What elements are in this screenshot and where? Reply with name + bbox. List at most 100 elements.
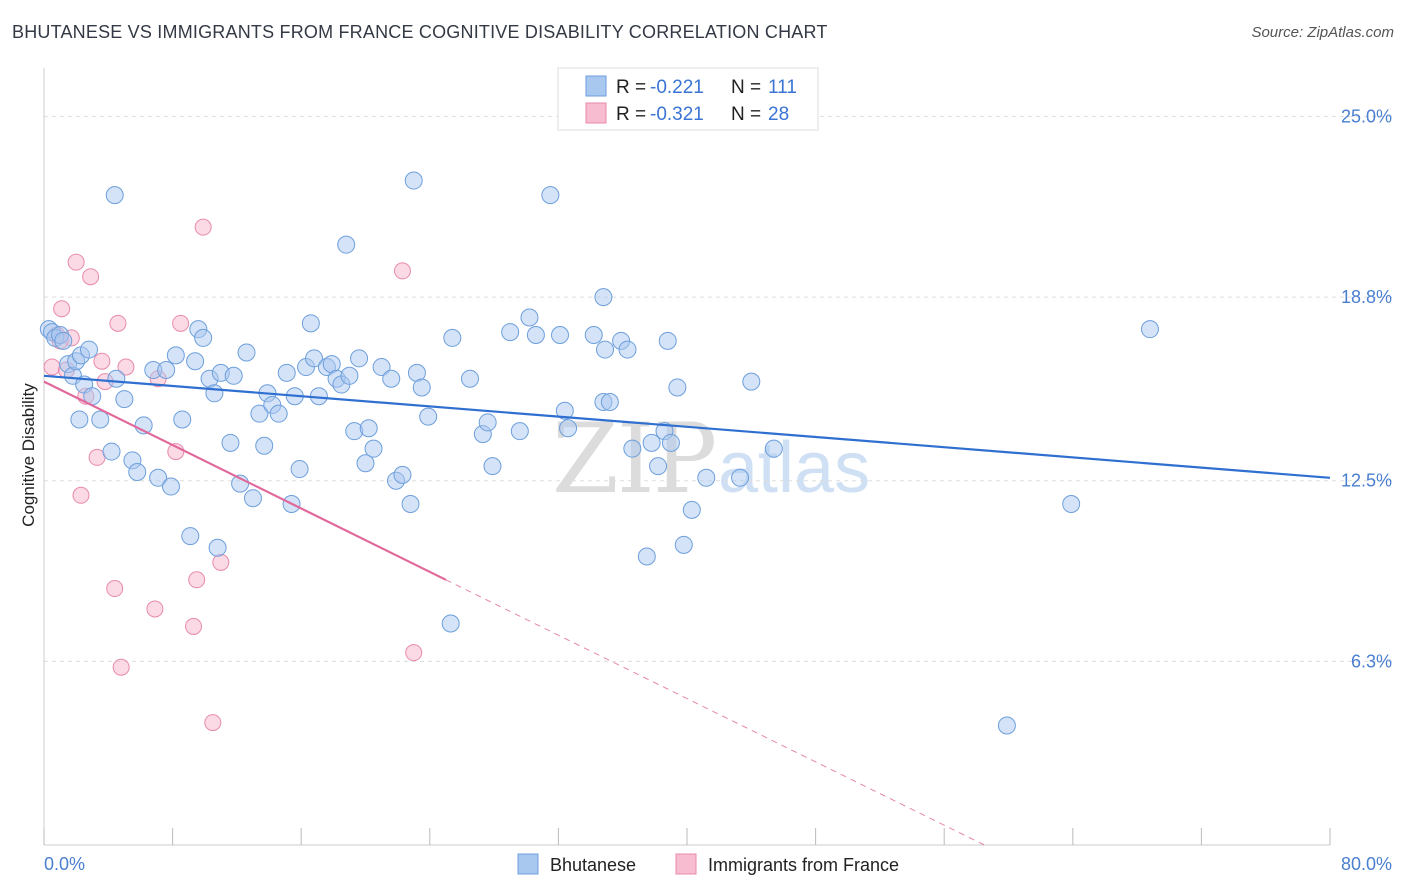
data-point-bhutanese [501, 323, 520, 342]
data-point-bhutanese [181, 527, 200, 546]
data-point-bhutanese [269, 404, 288, 423]
data-point-bhutanese [54, 331, 73, 350]
data-point-bhutanese [764, 439, 783, 458]
data-point-bhutanese [70, 410, 89, 429]
data-point-immigrants-from-france [93, 352, 111, 370]
data-point-bhutanese [596, 340, 615, 359]
data-point-bhutanese [551, 326, 570, 344]
data-point-bhutanese [441, 614, 460, 633]
data-point-bhutanese [674, 535, 693, 554]
data-point-bhutanese [443, 328, 462, 347]
data-point-immigrants-from-france [172, 314, 190, 332]
data-point-bhutanese [359, 419, 378, 438]
data-point-bhutanese [555, 401, 574, 420]
legend-n-label-2: N = [731, 104, 761, 125]
data-point-bhutanese [541, 186, 560, 205]
data-point-bhutanese [194, 328, 213, 347]
data-point-bhutanese [350, 349, 369, 368]
data-point-bhutanese [243, 489, 262, 508]
data-point-bhutanese [559, 419, 578, 438]
data-point-bhutanese [157, 360, 176, 379]
data-point-bhutanese [697, 468, 716, 487]
y-tick-label: 12.5% [1341, 471, 1392, 491]
legend-r-label-2: R = [616, 104, 646, 125]
legend-r-value-1: -0.221 [650, 77, 704, 98]
trend-line-bhutanese [43, 374, 1331, 479]
data-point-immigrants-from-france [43, 358, 61, 376]
data-point-bhutanese [658, 331, 677, 350]
data-point-bhutanese [205, 384, 224, 403]
y-tick-labels: 6.3% 12.5% 18.8% 25.0% [1341, 106, 1392, 671]
data-point-bhutanese [161, 477, 180, 496]
data-point-immigrants-from-france [212, 553, 230, 571]
data-point-bhutanese [364, 439, 383, 458]
legend-swatch-immigrants-from-france [585, 102, 607, 124]
data-point-bhutanese [250, 404, 269, 423]
trend-line-immigrants-from-france [43, 380, 447, 581]
data-point-bhutanese [623, 439, 642, 458]
series-legend: Bhutanese Immigrants from France [517, 853, 899, 875]
y-tick-label: 18.8% [1341, 287, 1392, 307]
data-point-bhutanese [345, 422, 364, 441]
data-point-immigrants-from-france [117, 358, 135, 376]
y-axis-label: Cognitive Disability [19, 383, 38, 527]
data-point-bhutanese [997, 716, 1016, 735]
legend-r-value-2: -0.321 [650, 104, 704, 125]
data-point-bhutanese [460, 369, 479, 388]
data-point-immigrants-from-france [109, 314, 127, 332]
data-point-bhutanese [419, 407, 438, 426]
data-point-bhutanese [128, 462, 147, 481]
data-point-bhutanese [221, 433, 240, 452]
data-point-immigrants-from-france [82, 268, 100, 286]
data-point-bhutanese [510, 422, 529, 441]
data-point-immigrants-from-france [184, 617, 202, 635]
data-point-bhutanese [393, 465, 412, 484]
data-point-bhutanese [1062, 495, 1081, 514]
data-point-bhutanese [356, 454, 375, 473]
trend-line-immigrants-from-france-extrapolated [445, 579, 985, 846]
data-point-bhutanese [483, 457, 502, 476]
data-point-bhutanese [105, 186, 124, 205]
legend-n-label-1: N = [731, 77, 761, 98]
data-point-bhutanese [661, 433, 680, 452]
data-point-bhutanese [255, 436, 274, 455]
bottom-legend-swatch-immigrants [675, 853, 697, 875]
data-point-immigrants-from-france [393, 262, 411, 280]
source-label: Source: ZipAtlas.com [1251, 24, 1394, 41]
data-point-bhutanese [372, 358, 391, 377]
data-point-bhutanese [337, 235, 356, 254]
data-point-bhutanese [412, 378, 431, 397]
data-point-bhutanese [1140, 320, 1159, 339]
bottom-legend-label-immigrants: Immigrants from France [708, 855, 899, 875]
data-point-bhutanese [290, 460, 309, 479]
data-point-bhutanese [102, 442, 121, 461]
data-point-immigrants-from-france [106, 580, 124, 598]
legend-swatch-bhutanese [585, 75, 607, 97]
data-point-bhutanese [731, 468, 750, 487]
data-point-immigrants-from-france [112, 658, 130, 676]
data-point-immigrants-from-france [194, 218, 212, 236]
data-point-bhutanese [600, 393, 619, 412]
data-point-bhutanese [340, 366, 359, 385]
data-point-immigrants-from-france [67, 253, 85, 271]
watermark-zip: ZIP [552, 403, 715, 515]
data-point-bhutanese [186, 352, 205, 371]
axes [43, 68, 1331, 846]
data-point-bhutanese [382, 369, 401, 388]
legend-n-value-1: 111 [768, 77, 797, 98]
data-point-immigrants-from-france [188, 571, 206, 589]
data-point-immigrants-from-france [204, 714, 222, 732]
data-point-bhutanese [742, 372, 761, 391]
legend-n-value-2: 28 [768, 104, 789, 125]
watermark-atlas: atlas [718, 428, 870, 508]
data-point-immigrants-from-france [405, 644, 423, 662]
data-point-bhutanese [404, 171, 423, 190]
x-tick-labels: 0.0% 80.0% [44, 854, 1392, 874]
data-point-bhutanese [526, 326, 545, 344]
data-point-bhutanese [682, 500, 701, 519]
data-point-immigrants-from-france [53, 300, 71, 318]
data-point-bhutanese [237, 343, 256, 362]
data-point-bhutanese [224, 366, 243, 385]
data-point-bhutanese [107, 369, 126, 388]
data-point-bhutanese [584, 326, 603, 344]
